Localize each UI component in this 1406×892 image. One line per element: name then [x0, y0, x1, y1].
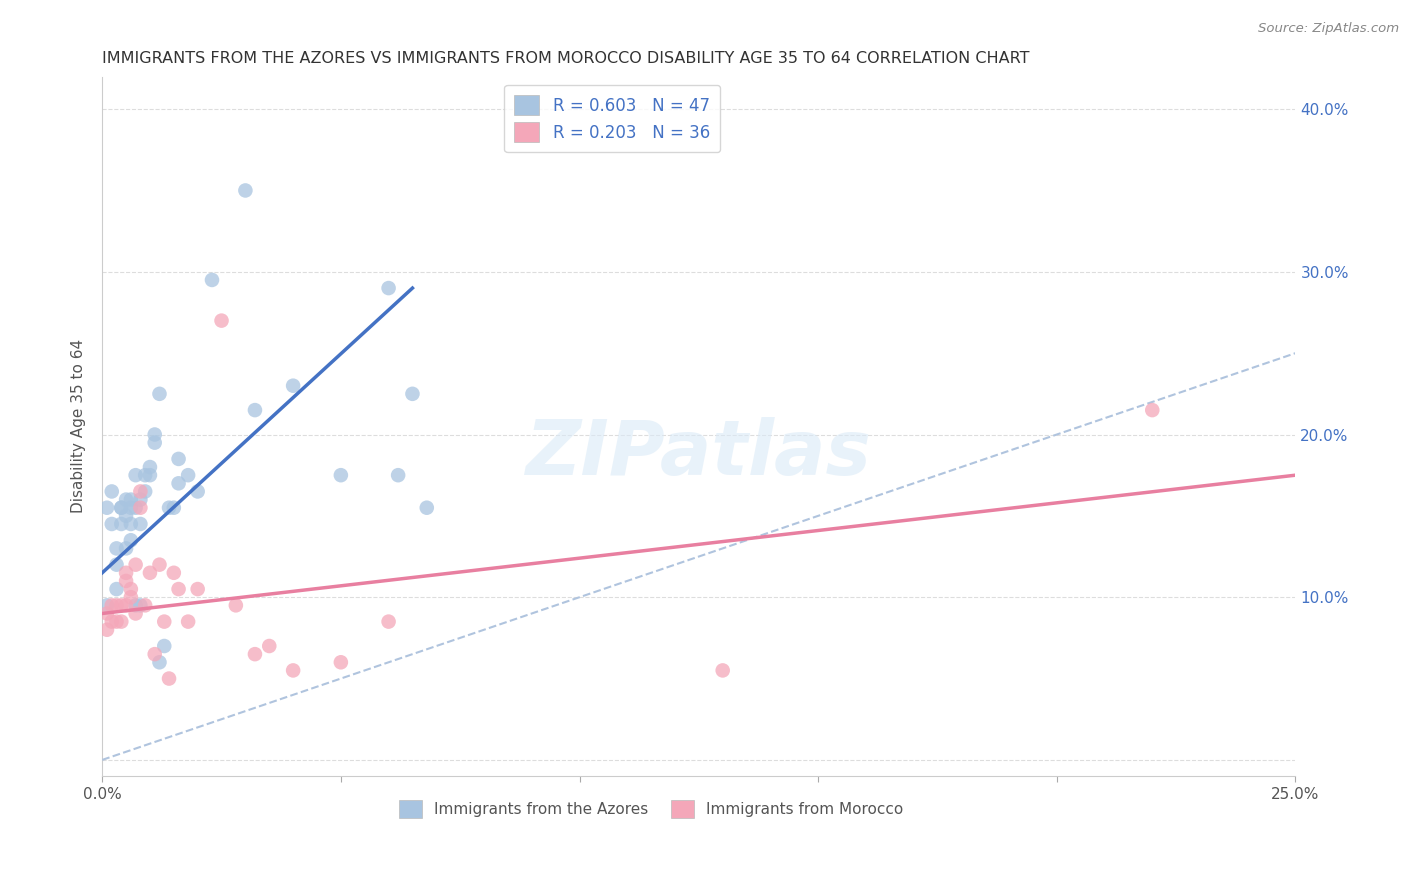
- Point: [329, 468, 352, 483]
- Point: [153, 615, 176, 629]
- Point: [100, 484, 122, 499]
- Point: [105, 558, 128, 572]
- Point: [100, 516, 122, 531]
- Point: [129, 599, 152, 613]
- Point: [105, 541, 128, 556]
- Point: [110, 500, 132, 515]
- Point: [110, 599, 132, 613]
- Point: [167, 451, 190, 466]
- Point: [115, 492, 138, 507]
- Point: [148, 558, 170, 572]
- Point: [235, 184, 257, 198]
- Point: [281, 378, 304, 392]
- Point: [225, 599, 247, 613]
- Point: [177, 468, 200, 483]
- Point: [124, 607, 146, 621]
- Point: [711, 664, 734, 678]
- Point: [120, 591, 142, 605]
- Point: [201, 273, 224, 287]
- Point: [134, 484, 156, 499]
- Point: [115, 566, 138, 580]
- Point: [163, 500, 186, 515]
- Point: [148, 655, 170, 669]
- Point: [124, 468, 146, 483]
- Point: [187, 582, 209, 596]
- Point: [143, 647, 166, 661]
- Point: [177, 615, 200, 629]
- Point: [115, 574, 138, 588]
- Point: [329, 655, 352, 669]
- Point: [120, 582, 142, 596]
- Point: [96, 599, 118, 613]
- Point: [1142, 403, 1164, 417]
- Point: [129, 500, 152, 515]
- Point: [124, 500, 146, 515]
- Text: ZIPatlas: ZIPatlas: [526, 417, 872, 491]
- Point: [100, 599, 122, 613]
- Point: [120, 492, 142, 507]
- Point: [115, 508, 138, 523]
- Point: [134, 599, 156, 613]
- Point: [96, 623, 118, 637]
- Point: [401, 387, 423, 401]
- Point: [115, 599, 138, 613]
- Point: [124, 599, 146, 613]
- Legend: Immigrants from the Azores, Immigrants from Morocco: Immigrants from the Azores, Immigrants f…: [392, 794, 910, 824]
- Point: [377, 281, 399, 295]
- Point: [134, 468, 156, 483]
- Text: Source: ZipAtlas.com: Source: ZipAtlas.com: [1258, 22, 1399, 36]
- Point: [100, 615, 122, 629]
- Point: [143, 427, 166, 442]
- Point: [110, 615, 132, 629]
- Point: [243, 647, 266, 661]
- Point: [281, 664, 304, 678]
- Point: [416, 500, 439, 515]
- Point: [105, 582, 128, 596]
- Point: [153, 639, 176, 653]
- Point: [187, 484, 209, 499]
- Point: [163, 566, 186, 580]
- Point: [139, 460, 162, 475]
- Point: [387, 468, 409, 483]
- Point: [129, 516, 152, 531]
- Point: [96, 500, 118, 515]
- Point: [139, 468, 162, 483]
- Point: [120, 533, 142, 548]
- Point: [120, 516, 142, 531]
- Point: [124, 558, 146, 572]
- Point: [143, 435, 166, 450]
- Point: [96, 607, 118, 621]
- Point: [129, 484, 152, 499]
- Point: [377, 615, 399, 629]
- Point: [148, 387, 170, 401]
- Point: [157, 672, 180, 686]
- Point: [105, 599, 128, 613]
- Point: [139, 566, 162, 580]
- Point: [115, 541, 138, 556]
- Point: [167, 582, 190, 596]
- Point: [157, 500, 180, 515]
- Point: [243, 403, 266, 417]
- Point: [110, 500, 132, 515]
- Text: IMMIGRANTS FROM THE AZORES VS IMMIGRANTS FROM MOROCCO DISABILITY AGE 35 TO 64 CO: IMMIGRANTS FROM THE AZORES VS IMMIGRANTS…: [103, 51, 1029, 66]
- Point: [110, 516, 132, 531]
- Point: [105, 615, 128, 629]
- Point: [259, 639, 281, 653]
- Point: [167, 476, 190, 491]
- Point: [120, 500, 142, 515]
- Point: [211, 313, 233, 327]
- Point: [129, 492, 152, 507]
- Y-axis label: Disability Age 35 to 64: Disability Age 35 to 64: [72, 339, 86, 514]
